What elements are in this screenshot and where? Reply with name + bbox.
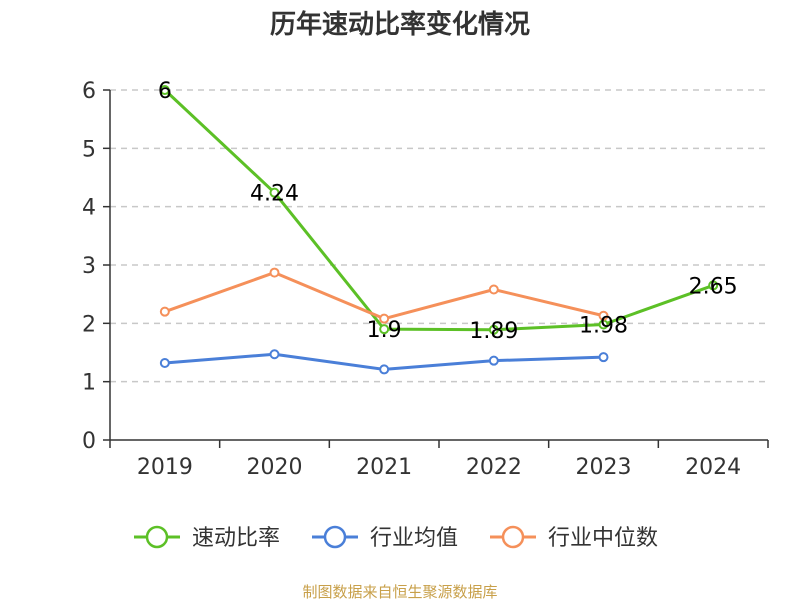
y-tick-label: 1 — [82, 371, 96, 396]
data-point — [269, 349, 280, 360]
legend-label: 行业中位数 — [548, 526, 658, 551]
data-point — [598, 310, 609, 321]
y-tick-label: 3 — [82, 254, 96, 279]
y-tick-label: 4 — [82, 196, 96, 221]
data-point — [488, 355, 499, 366]
y-axis-ticks: 0 1 2 3 4 5 6 — [82, 79, 110, 454]
legend-marker — [323, 525, 347, 549]
series-line — [163, 88, 714, 332]
x-tick-label: 2023 — [576, 455, 632, 480]
legend-marker — [145, 525, 169, 549]
y-tick-label: 6 — [82, 79, 96, 104]
x-tick-label: 2022 — [466, 455, 522, 480]
data-point — [379, 324, 390, 335]
data-point — [379, 364, 390, 375]
legend-marker — [501, 525, 525, 549]
x-tick-label: 2020 — [247, 455, 303, 480]
data-point — [708, 280, 719, 291]
data-point — [598, 352, 609, 363]
x-tick-label: 2021 — [356, 455, 412, 480]
data-point — [159, 358, 170, 368]
legend-item[interactable]: 行业均值 — [312, 525, 458, 551]
data-labels: 6 4.24 1.9 1.89 1.98 2.65 — [158, 79, 738, 344]
data-label: 1.98 — [579, 314, 628, 339]
series-line — [164, 271, 604, 321]
legend-item[interactable]: 行业中位数 — [490, 525, 658, 551]
x-tick-label: 2024 — [685, 455, 741, 480]
data-label: 1.89 — [469, 319, 518, 344]
x-axis-ticks: 2019 2020 2021 2022 2023 2024 — [109, 440, 769, 480]
legend: 速动比率 行业均值 行业中位数 — [134, 525, 658, 551]
data-label: 2.65 — [689, 274, 738, 299]
y-tick-label: 2 — [82, 312, 96, 337]
y-tick-label: 0 — [82, 429, 96, 454]
data-point — [269, 267, 280, 278]
data-point — [379, 313, 390, 324]
data-label: 6 — [158, 79, 172, 104]
y-tick-label: 5 — [82, 137, 96, 162]
legend-label: 行业均值 — [370, 526, 458, 551]
data-label: 4.24 — [250, 182, 299, 207]
data-point — [159, 85, 170, 95]
source-note: 制图数据来自恒生聚源数据库 — [302, 583, 497, 600]
grid-lines — [110, 89, 768, 383]
chart-title: 历年速动比率变化情况 — [270, 9, 530, 40]
legend-label: 速动比率 — [192, 526, 280, 551]
data-point — [488, 324, 499, 335]
x-tick-label: 2019 — [137, 455, 193, 480]
axes — [109, 90, 768, 441]
series-group — [159, 85, 719, 375]
data-point — [269, 187, 280, 198]
data-label: 1.9 — [367, 318, 402, 343]
data-point — [488, 284, 499, 295]
legend-item[interactable]: 速动比率 — [134, 525, 280, 551]
data-point — [159, 306, 170, 317]
